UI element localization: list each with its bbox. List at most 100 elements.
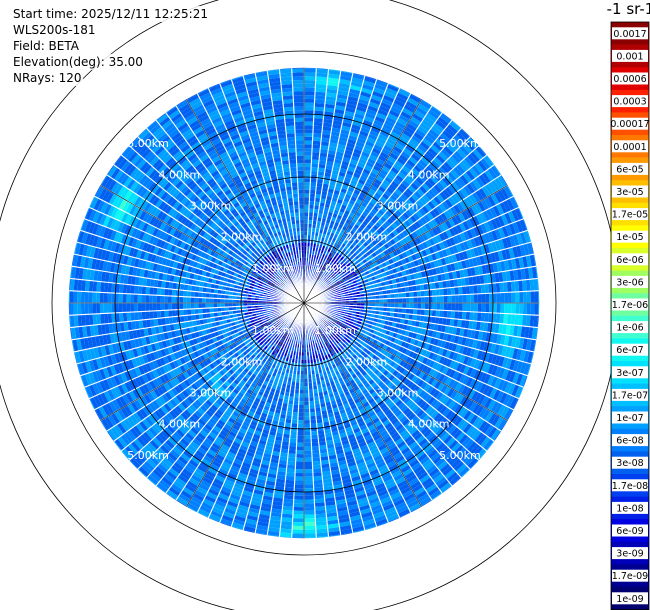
data-cell — [492, 333, 499, 344]
data-cell — [321, 133, 331, 139]
data-cell — [337, 258, 342, 264]
data-cell — [351, 152, 361, 159]
data-cell — [330, 427, 339, 433]
data-cell — [414, 252, 421, 260]
data-cell — [271, 400, 278, 406]
data-cell — [232, 424, 241, 431]
data-cell — [314, 403, 321, 409]
data-cell — [397, 292, 403, 299]
data-cell — [207, 448, 218, 457]
data-cell — [421, 477, 433, 487]
data-cell — [433, 400, 442, 411]
data-cell — [350, 195, 358, 202]
data-cell — [414, 278, 420, 286]
data-cell — [279, 532, 292, 538]
data-cell — [344, 492, 356, 499]
data-cell — [410, 153, 421, 162]
data-cell — [393, 261, 400, 268]
data-cell — [390, 149, 401, 158]
data-cell — [444, 376, 453, 387]
data-cell — [432, 141, 444, 152]
data-cell — [330, 134, 340, 141]
data-cell — [362, 119, 374, 127]
data-cell — [404, 286, 410, 293]
data-cell — [466, 329, 473, 339]
data-cell — [481, 264, 487, 275]
data-cell — [433, 195, 442, 206]
data-cell — [450, 414, 460, 425]
data-cell — [272, 416, 280, 422]
data-cell — [456, 418, 467, 430]
data-cell — [283, 340, 288, 345]
data-cell — [351, 423, 360, 431]
data-cell — [435, 288, 440, 297]
data-cell — [410, 204, 419, 213]
data-cell — [276, 474, 286, 480]
data-cell — [367, 175, 376, 182]
data-cell — [287, 453, 297, 458]
data-cell — [346, 343, 352, 349]
data-cell — [518, 386, 524, 399]
data-cell — [313, 487, 324, 492]
data-cell — [304, 114, 314, 119]
data-cell — [508, 347, 515, 359]
data-cell — [392, 283, 398, 289]
data-cell — [347, 503, 359, 511]
data-cell — [333, 162, 342, 168]
data-cell — [313, 396, 320, 401]
data-cell — [285, 388, 291, 393]
data-cell — [411, 429, 421, 439]
data-cell — [403, 280, 409, 288]
data-cell — [459, 269, 465, 279]
data-cell — [314, 498, 325, 504]
data-cell — [304, 231, 308, 236]
data-cell — [188, 458, 199, 468]
data-cell — [415, 147, 426, 157]
data-cell — [466, 303, 471, 312]
data-cell — [403, 104, 416, 114]
data-cell — [401, 432, 412, 441]
data-cell — [231, 410, 240, 418]
data-cell — [273, 347, 278, 353]
data-cell — [307, 366, 312, 371]
data-cell — [427, 407, 437, 417]
data-cell — [504, 346, 512, 358]
data-cell — [180, 490, 193, 500]
data-cell — [421, 391, 430, 401]
data-cell — [396, 185, 406, 194]
data-cell — [457, 212, 466, 223]
data-cell — [355, 458, 365, 465]
data-cell — [337, 405, 345, 411]
data-cell — [320, 274, 324, 279]
data-cell — [467, 206, 476, 218]
data-cell — [312, 144, 321, 149]
data-cell — [417, 327, 423, 335]
data-cell — [430, 451, 441, 462]
data-cell — [382, 307, 388, 312]
data-cell — [507, 303, 512, 314]
data-cell — [330, 273, 335, 278]
data-cell — [291, 377, 297, 382]
data-cell — [319, 273, 323, 278]
data-cell — [408, 401, 417, 410]
data-cell — [365, 178, 374, 186]
data-cell — [476, 312, 482, 322]
data-cell — [496, 333, 502, 345]
data-cell — [483, 243, 491, 255]
data-cell — [514, 336, 521, 349]
data-cell — [295, 453, 304, 458]
data-cell — [315, 87, 327, 93]
data-cell — [443, 386, 452, 396]
data-cell — [309, 404, 316, 409]
data-cell — [312, 220, 318, 225]
data-cell — [175, 499, 187, 507]
data-cell — [337, 510, 349, 516]
data-cell — [468, 276, 474, 286]
data-cell — [336, 337, 342, 343]
data-cell — [341, 439, 350, 446]
data-cell — [414, 346, 421, 354]
data-cell — [430, 282, 436, 290]
data-cell — [438, 373, 446, 383]
data-cell — [345, 146, 355, 153]
data-cell — [260, 502, 273, 509]
